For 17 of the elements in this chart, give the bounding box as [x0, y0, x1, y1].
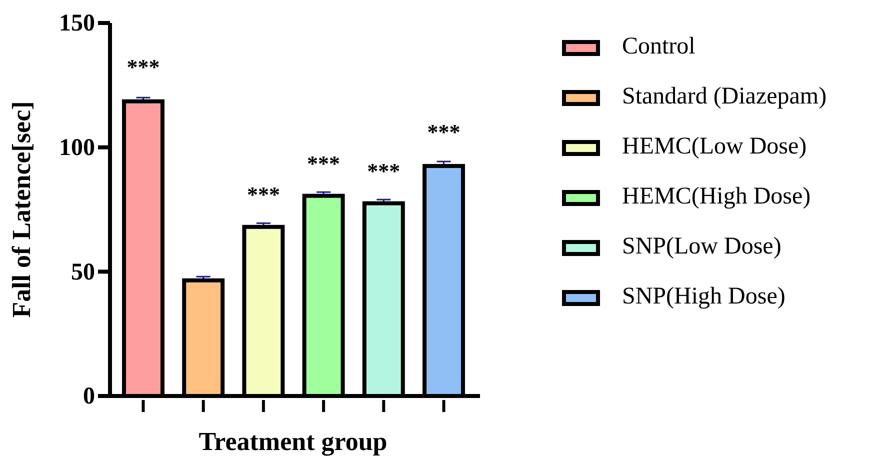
y-tick-label: 150 — [59, 10, 95, 37]
legend-label: HEMC(High Dose) — [622, 184, 811, 210]
annotation: *** — [427, 120, 460, 145]
legend-label: SNP(Low Dose) — [622, 234, 782, 260]
y-tick-label: 0 — [83, 384, 95, 410]
y-axis-title: Fall of Latence[sec] — [7, 101, 36, 318]
x-axis-title: Treatment group — [198, 427, 388, 456]
y-tick-label: 100 — [59, 135, 95, 162]
annotation: *** — [367, 158, 400, 184]
legend-label: Control — [622, 34, 696, 60]
annotation: *** — [246, 182, 280, 208]
y-tick-label: 50 — [71, 259, 95, 286]
legend-label: Standard (Diazepam) — [622, 84, 827, 110]
annotation: *** — [126, 54, 160, 80]
annotation: *** — [307, 151, 340, 176]
legend-label: HEMC(Low Dose) — [622, 134, 807, 160]
legend-label: SNP(High Dose) — [622, 284, 786, 310]
